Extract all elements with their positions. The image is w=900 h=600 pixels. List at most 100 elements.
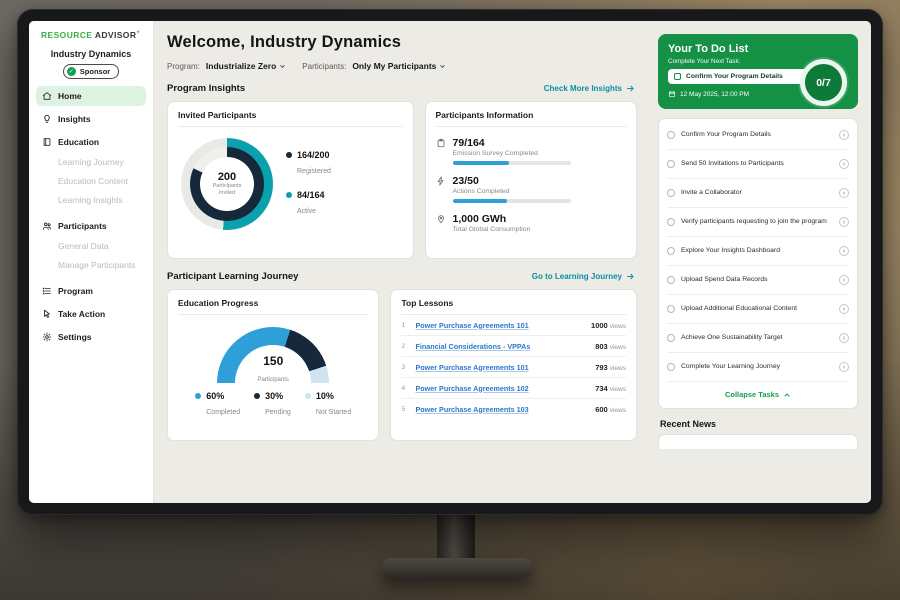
chevron-right-icon[interactable]: › [839,362,849,372]
list-icon [42,286,52,296]
task-item[interactable]: Verify participants requesting to join t… [667,208,849,237]
arrow-right-icon [626,84,635,93]
legend-item: 30% Pending [254,391,291,419]
card-title: Participants Information [435,110,626,127]
task-item[interactable]: Send 50 Invitations to Participants › [667,150,849,179]
recent-news-heading: Recent News [660,419,717,429]
task-checkbox[interactable] [667,218,675,226]
lesson-row: 1 Power Purchase Agreements 101 1000 view… [401,315,626,336]
sidebar-nav: Home Insights Education Learning Journey… [36,86,146,347]
chevron-right-icon[interactable]: › [839,246,849,256]
task-checkbox[interactable] [667,276,675,284]
donut-center-label: Participants Invited [212,183,242,196]
not-started-dot-icon [304,393,311,399]
sidebar-item-program[interactable]: Program [36,281,146,301]
todo-title: Your To Do List [668,43,749,55]
task-checkbox[interactable] [667,247,675,255]
gear-icon [42,332,52,342]
task-checkbox[interactable] [667,305,675,313]
app-logo: RESOURCE ADVISOR+ [36,30,146,40]
gauge-center-value: 150 [263,354,284,368]
task-checkbox[interactable] [667,160,675,168]
invited-donut-chart: 200 Participants Invited [181,138,273,230]
card-title: Education Progress [178,298,369,315]
donut-center-value: 200 [217,171,237,184]
sidebar-item-learning-journey[interactable]: Learning Journey [58,156,124,167]
task-item[interactable]: Confirm Your Program Details › [667,121,849,150]
education-progress-card: Education Progress 150 Participants 60% C… [167,289,380,441]
task-checkbox[interactable] [667,334,675,342]
lesson-row: 4 Power Purchase Agreements 102 734 views [401,378,626,399]
check-more-insights-link[interactable]: Check More Insights [544,84,635,93]
todo-subtitle: Complete Your Next Task: [668,58,741,65]
lesson-row: 2 Financial Considerations - VPPAs 803 vi… [401,336,626,357]
chevron-right-icon[interactable]: › [839,275,849,285]
calendar-icon [668,90,676,98]
sidebar-item-general-data[interactable]: General Data [58,240,109,251]
collapse-tasks-link[interactable]: Collapse Tasks [667,382,849,408]
task-checkbox[interactable] [667,363,675,371]
card-title: Invited Participants [178,110,403,127]
task-checkbox[interactable] [667,189,675,197]
lesson-link[interactable]: Power Purchase Agreements 101 [415,320,529,330]
chevron-right-icon[interactable]: › [839,333,849,343]
pending-dot-icon [254,393,261,399]
home-icon [42,91,52,101]
program-filter-label: Program: [167,61,200,71]
sidebar-item-participants[interactable]: Participants [36,216,146,236]
sidebar-item-take-action[interactable]: Take Action [36,304,146,324]
lesson-link[interactable]: Financial Considerations - VPPAs [415,341,531,351]
invited-participants-card: Invited Participants 200 Participants In… [167,101,414,259]
task-item[interactable]: Upload Additional Educational Content › [667,295,849,324]
sponsor-check-icon: ✓ [66,67,76,76]
sidebar-item-label: Program [58,286,93,296]
page-title: Welcome, Industry Dynamics [167,33,402,51]
next-task-row[interactable]: Confirm Your Program Details [668,69,808,84]
card-title: Top Lessons [401,298,626,315]
lesson-link[interactable]: Power Purchase Agreements 101 [415,362,529,372]
sidebar-item-education-content[interactable]: Education Content [58,175,128,186]
participants-select[interactable]: Only My Participants [352,61,446,71]
task-item[interactable]: Invite a Collaborator › [667,179,849,208]
book-icon [42,137,52,147]
program-select[interactable]: Industrialize Zero [206,61,286,71]
chevron-right-icon[interactable]: › [839,188,849,198]
task-checkbox[interactable] [667,131,675,139]
checkbox-icon[interactable] [674,73,681,80]
task-item[interactable]: Explore Your Insights Dashboard › [667,237,849,266]
sidebar-item-label: Take Action [58,309,106,319]
sidebar-item-education[interactable]: Education [36,132,146,152]
logo-plus: + [136,30,141,37]
chevron-right-icon[interactable]: › [839,130,849,140]
lesson-link[interactable]: Power Purchase Agreements 103 [415,404,529,414]
chevron-right-icon[interactable]: › [839,159,849,169]
chevron-right-icon[interactable]: › [839,304,849,314]
sidebar-item-manage-participants[interactable]: Manage Participants [58,259,136,270]
chevron-right-icon[interactable]: › [839,217,849,227]
arrow-right-icon [626,272,635,281]
sponsor-badge[interactable]: ✓ Sponsor [62,64,120,79]
legend-item: 10% Not Started [304,391,351,419]
due-date-row: 12 May 2025, 12:00 PM [668,90,848,98]
task-item[interactable]: Upload Spend Data Records › [667,266,849,295]
sidebar-item-home[interactable]: Home [36,86,146,106]
top-lessons-card: Top Lessons 1 Power Purchase Agreements … [390,289,637,441]
monitor-stand-neck [437,510,475,566]
lesson-link[interactable]: Power Purchase Agreements 102 [415,383,529,393]
go-to-learning-journey-link[interactable]: Go to Learning Journey [532,272,635,281]
cursor-icon [42,309,52,319]
task-item[interactable]: Achieve One Sustainability Target › [667,324,849,353]
completed-dot-icon [195,393,202,399]
logo-text-resource: RESOURCE [41,30,93,40]
chevron-down-icon [439,63,446,70]
sidebar-item-label: Insights [58,114,91,124]
sidebar-item-insights[interactable]: Insights [36,109,146,129]
actions-progress-bar [452,199,571,203]
sidebar-item-learning-insights[interactable]: Learning Insights [58,194,123,205]
todo-panel: Your To Do List Complete Your Next Task:… [649,21,871,503]
lesson-row: 5 Power Purchase Agreements 103 600 views [401,404,626,414]
task-item[interactable]: Complete Your Learning Journey › [667,353,849,382]
sidebar-item-label: Home [58,91,82,101]
sidebar-item-settings[interactable]: Settings [36,327,146,347]
sidebar-item-label: Participants [58,221,107,231]
